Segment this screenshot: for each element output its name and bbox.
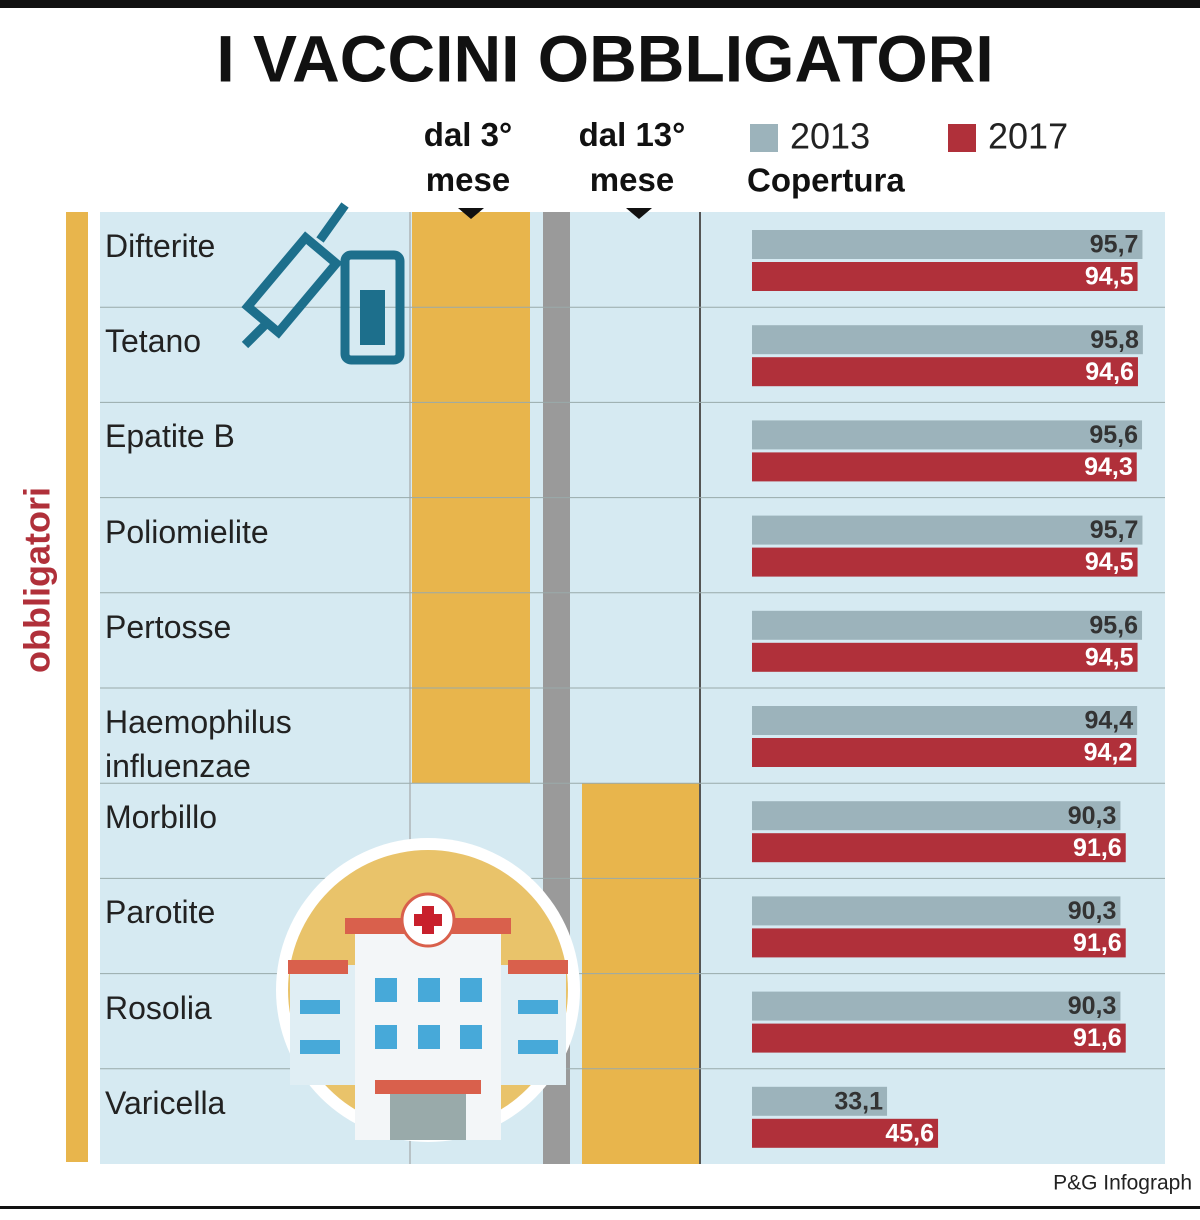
- bar: [752, 928, 1126, 958]
- schedule-cell: [412, 592, 530, 688]
- category-label: Epatite B: [105, 418, 235, 455]
- pointer: [458, 208, 484, 219]
- schedule-cell: [412, 307, 530, 403]
- bar: [752, 1086, 888, 1116]
- bar: [752, 1023, 1126, 1053]
- category-label: Varicella: [105, 1084, 226, 1121]
- legend-swatch: [750, 124, 778, 152]
- value-label: 95,6: [1089, 421, 1138, 449]
- legend-label: 2013: [790, 116, 870, 157]
- value-label: 91,6: [1073, 1024, 1122, 1052]
- value-label: 90,3: [1068, 897, 1117, 925]
- value-label: 95,6: [1089, 611, 1138, 639]
- value-label: 90,3: [1068, 992, 1117, 1020]
- schedule-cell: [412, 497, 530, 593]
- bar: [752, 801, 1121, 831]
- bottom-rule: [0, 1206, 1200, 1209]
- bar: [752, 738, 1137, 767]
- bar: [752, 642, 1138, 672]
- bar: [752, 706, 1138, 735]
- value-label: 95,8: [1090, 326, 1139, 354]
- bar: [752, 515, 1143, 545]
- value-label: 95,7: [1090, 231, 1139, 259]
- top-rule: [0, 0, 1200, 8]
- schedule-cell: [582, 1068, 699, 1164]
- value-label: 94,5: [1085, 643, 1134, 671]
- group-label: obbligatori: [17, 487, 58, 673]
- category-label: Difterite: [105, 228, 216, 264]
- category-label: Poliomielite: [105, 513, 269, 550]
- category-label: Rosolia: [105, 989, 212, 1026]
- value-label: 94,3: [1084, 453, 1133, 481]
- schedule-cell: [582, 973, 699, 1069]
- category-label: Morbillo: [105, 799, 218, 836]
- legend-swatch: [948, 124, 976, 152]
- chart-title: I VACCINI OBBLIGATORI: [216, 21, 993, 95]
- syringe-icon: [241, 202, 405, 365]
- legend-label: 2017: [988, 116, 1068, 157]
- value-label: 94,2: [1084, 739, 1133, 767]
- value-label: 90,3: [1068, 802, 1117, 830]
- value-label: 94,4: [1084, 707, 1133, 735]
- bar: [752, 230, 1143, 259]
- bar: [752, 262, 1138, 291]
- category-label: Pertosse: [105, 608, 232, 645]
- bar: [752, 452, 1137, 482]
- bar: [752, 357, 1138, 387]
- bar: [752, 547, 1138, 577]
- schedule-cell: [412, 402, 530, 498]
- schedule-cell: [582, 878, 699, 974]
- value-label: 94,5: [1085, 263, 1134, 291]
- schedule-cell: [412, 688, 530, 784]
- column-header: dal 3° mese: [424, 116, 512, 198]
- bar: [752, 1118, 939, 1148]
- category-label: Parotite: [105, 894, 216, 931]
- value-label: 33,1: [834, 1087, 883, 1115]
- value-label: 45,6: [885, 1119, 934, 1147]
- bar: [752, 991, 1121, 1021]
- group-bar: [66, 212, 88, 1162]
- pointer: [626, 208, 652, 219]
- schedule-cell: [582, 783, 699, 879]
- hospital-icon: [276, 838, 580, 1142]
- bar: [752, 420, 1143, 450]
- bar: [752, 896, 1121, 926]
- value-label: 94,5: [1085, 548, 1134, 576]
- bar: [752, 610, 1143, 640]
- bar: [752, 833, 1126, 863]
- schedule-cell: [412, 212, 530, 308]
- value-label: 95,7: [1090, 516, 1139, 544]
- column-header: dal 13° mese: [579, 116, 686, 198]
- value-label: 91,6: [1073, 929, 1122, 957]
- value-label: 91,6: [1073, 834, 1122, 862]
- value-label: 94,6: [1085, 358, 1134, 386]
- column-header: Copertura: [747, 162, 905, 199]
- bar: [752, 325, 1143, 355]
- source: P&G Infograph: [1053, 1172, 1192, 1195]
- category-label: Haemophilus influenzae: [105, 704, 292, 784]
- category-label: Tetano: [105, 323, 202, 360]
